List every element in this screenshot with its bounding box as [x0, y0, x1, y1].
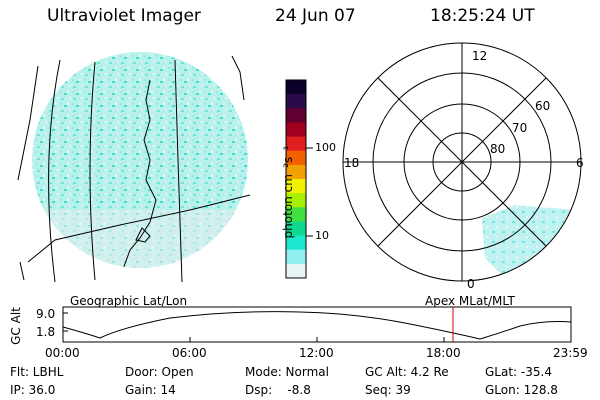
time-tick-0000: 00:00	[45, 346, 80, 360]
lat-label-70: 70	[512, 121, 528, 135]
colorbar-outline	[285, 79, 307, 279]
colorbar-segment	[286, 179, 306, 194]
status-glat: GLat: -35.4	[485, 365, 552, 379]
map-grid-line	[19, 261, 25, 281]
altitude-axis-label: GC Alt	[9, 307, 23, 345]
colorbar-segment	[286, 249, 306, 265]
colorbar-segment	[286, 136, 306, 152]
colorbar-tick-10: 10	[315, 229, 329, 242]
colorbar-unit-label: photon cm⁻²s⁻¹	[281, 145, 295, 239]
map-grid-line	[89, 61, 96, 281]
auroral-emission	[482, 205, 581, 278]
status-seq: Seq: 39	[365, 383, 411, 397]
colorbar-segment	[286, 122, 306, 138]
altitude-tick-high: 9.0	[36, 307, 56, 321]
map-grid-line	[231, 55, 245, 101]
lat-label-80: 80	[490, 142, 506, 156]
status-door: Door: Open	[125, 365, 194, 379]
mlt-label-12: 12	[472, 49, 488, 63]
observation-date: 24 Jun 07	[275, 6, 356, 26]
colorbar-tick-100: 100	[315, 141, 336, 154]
geographic-grid-label: Geographic Lat/Lon	[70, 294, 188, 308]
colorbar-segment	[286, 80, 306, 95]
uv-earth-image	[17, 52, 251, 283]
status-gc-alt: GC Alt: 4.2 Re	[365, 365, 449, 379]
mlt-label-6: 6	[576, 156, 584, 170]
time-tick-1200: 12:00	[299, 346, 334, 360]
polar-plot	[342, 42, 582, 282]
map-grid-line	[174, 59, 183, 283]
altitude-plot	[62, 306, 572, 343]
map-grid-line	[48, 59, 61, 283]
apex-grid-label: Apex MLat/MLT	[425, 294, 515, 308]
status-ip: IP: 36.0	[10, 383, 56, 397]
colorbar-segment	[286, 164, 306, 180]
map-grid-line	[17, 65, 39, 181]
colorbar-segment	[286, 235, 306, 251]
mlt-label-18: 18	[344, 156, 360, 170]
status-dsp: Dsp: -8.8	[245, 383, 311, 397]
colorbar-segment	[286, 94, 306, 109]
mlt-label-0: 0	[467, 277, 475, 291]
altitude-curve	[62, 311, 572, 340]
status-filter: Flt: LBHL	[10, 365, 64, 379]
status-mode: Mode: Normal	[245, 365, 329, 379]
lat-label-60: 60	[535, 99, 551, 113]
colorbar-segment	[286, 193, 306, 208]
status-gain: Gain: 14	[125, 383, 176, 397]
colorbar-segment	[286, 108, 306, 123]
time-tick-1800: 18:00	[426, 346, 461, 360]
colorbar-segment	[286, 207, 306, 222]
instrument-title: Ultraviolet Imager	[47, 6, 201, 26]
observation-time: 18:25:24 UT	[430, 6, 535, 26]
altitude-tick-low: 1.8	[36, 325, 56, 339]
map-grid-line	[27, 194, 251, 263]
colorbar-segment	[286, 150, 306, 166]
colorbar	[285, 79, 307, 279]
colorbar-segment	[286, 221, 306, 237]
time-tick-2359: 23:59	[553, 346, 588, 360]
status-glon: GLon: 128.8	[485, 383, 558, 397]
colorbar-segment	[286, 263, 306, 279]
time-tick-0600: 06:00	[172, 346, 207, 360]
